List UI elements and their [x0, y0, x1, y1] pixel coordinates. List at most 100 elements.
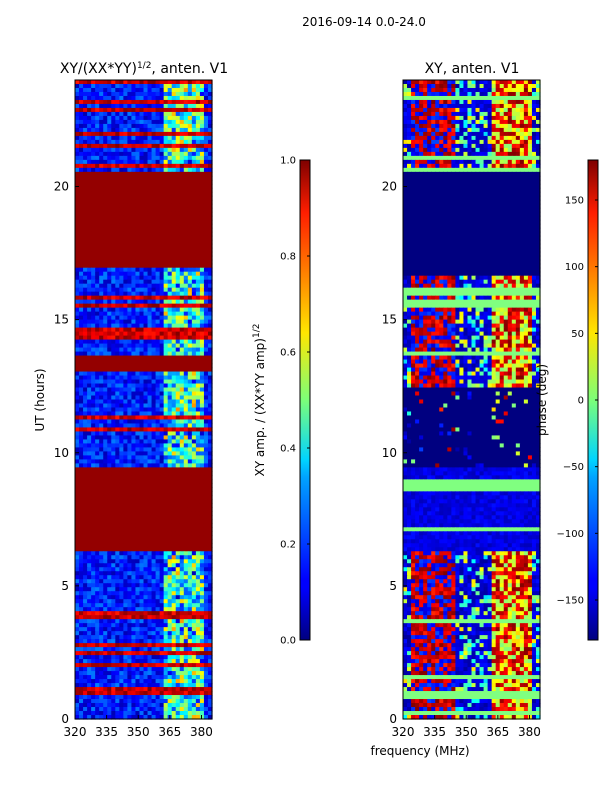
heatmap-cell — [155, 539, 161, 544]
heatmap-cell — [159, 143, 165, 149]
heatmap-cell — [199, 215, 205, 221]
heatmap-cell — [79, 583, 84, 588]
heatmap-cell — [83, 647, 88, 652]
heatmap-cell — [199, 551, 205, 556]
heatmap-cell — [99, 107, 104, 113]
heatmap-cell — [183, 583, 189, 588]
heatmap-cell — [115, 251, 120, 257]
heatmap-cell — [147, 303, 153, 309]
heatmap-cell — [155, 359, 161, 365]
heatmap-cell — [163, 319, 169, 325]
heatmap-cell — [139, 243, 145, 249]
heatmap-cell — [115, 371, 120, 377]
heatmap-cell — [155, 127, 161, 133]
heatmap-cell — [155, 363, 161, 369]
heatmap-cell — [147, 399, 153, 405]
heatmap-cell — [131, 487, 137, 492]
heatmap-cell — [183, 379, 189, 385]
heatmap-cell — [191, 479, 197, 484]
heatmap-cell — [123, 175, 128, 181]
heatmap-cell — [187, 155, 193, 161]
heatmap-cell — [127, 83, 133, 89]
heatmap-cell — [95, 191, 100, 197]
heatmap-cell — [159, 347, 165, 353]
heatmap-cell — [187, 103, 193, 109]
heatmap-cell — [135, 503, 141, 508]
heatmap-cell — [79, 567, 84, 572]
heatmap-cell — [107, 307, 112, 313]
heatmap-cell — [83, 247, 88, 253]
heatmap-cell — [191, 227, 197, 233]
heatmap-cell — [191, 567, 197, 572]
heatmap-row — [75, 551, 213, 556]
heatmap-cell — [123, 443, 128, 449]
heatmap-cell — [147, 335, 153, 341]
heatmap-cell — [195, 563, 201, 568]
heatmap-cell — [151, 451, 157, 457]
heatmap-cell — [167, 403, 173, 409]
heatmap-cell — [123, 635, 128, 640]
heatmap-cell — [99, 295, 104, 301]
heatmap-cell — [191, 547, 197, 552]
heatmap-cell — [167, 563, 173, 568]
heatmap-cell — [75, 311, 80, 317]
heatmap-cell — [87, 423, 92, 429]
heatmap-cell — [99, 367, 104, 373]
heatmap-cell — [99, 351, 104, 357]
heatmap-cell — [127, 371, 133, 377]
heatmap-cell — [155, 579, 161, 584]
heatmap-cell — [131, 111, 137, 117]
heatmap-cell — [207, 495, 213, 500]
heatmap-cell — [171, 603, 177, 608]
heatmap-cell — [155, 603, 161, 608]
heatmap-cell — [159, 199, 165, 205]
heatmap-cell — [191, 283, 197, 289]
heatmap-cell — [151, 80, 157, 85]
heatmap-row — [75, 195, 213, 201]
heatmap-cell — [131, 519, 137, 524]
heatmap-cell — [111, 227, 116, 233]
heatmap-cell — [179, 195, 185, 201]
heatmap-cell — [75, 187, 80, 193]
heatmap-cell — [111, 191, 116, 197]
heatmap-cell — [99, 487, 104, 492]
heatmap-cell — [143, 299, 149, 305]
heatmap-cell — [159, 483, 165, 488]
heatmap-cell — [127, 195, 133, 201]
heatmap-cell — [159, 583, 165, 588]
heatmap-row — [75, 543, 213, 548]
heatmap-cell — [79, 559, 84, 564]
heatmap-cell — [147, 255, 153, 261]
heatmap-cell — [203, 171, 209, 177]
heatmap-cell — [75, 123, 80, 129]
heatmap-cell — [115, 623, 120, 628]
heatmap-cell — [115, 171, 120, 177]
heatmap-cell — [107, 95, 112, 101]
heatmap-cell — [195, 299, 201, 305]
heatmap-cell — [115, 83, 120, 89]
heatmap-cell — [155, 171, 161, 177]
heatmap-cell — [203, 327, 209, 333]
heatmap-cell — [171, 227, 177, 233]
heatmap-cell — [143, 139, 149, 145]
heatmap-cell — [187, 627, 193, 632]
heatmap-cell — [195, 479, 201, 484]
heatmap-cell — [183, 259, 189, 265]
heatmap-cell — [191, 443, 197, 449]
heatmap-cell — [175, 323, 181, 329]
heatmap-cell — [167, 195, 173, 201]
heatmap-cell — [183, 327, 189, 333]
heatmap-cell — [83, 427, 88, 433]
heatmap-cell — [191, 299, 197, 305]
heatmap-cell — [91, 443, 96, 449]
heatmap-row — [75, 183, 213, 189]
heatmap-cell — [179, 495, 185, 500]
heatmap-cell — [91, 399, 96, 405]
heatmap-cell — [187, 275, 193, 281]
heatmap-cell — [119, 535, 124, 540]
heatmap-cell — [183, 219, 189, 225]
heatmap-cell — [123, 199, 128, 205]
heatmap-cell — [83, 527, 88, 532]
heatmap-cell — [187, 347, 193, 353]
heatmap-cell — [195, 503, 201, 508]
